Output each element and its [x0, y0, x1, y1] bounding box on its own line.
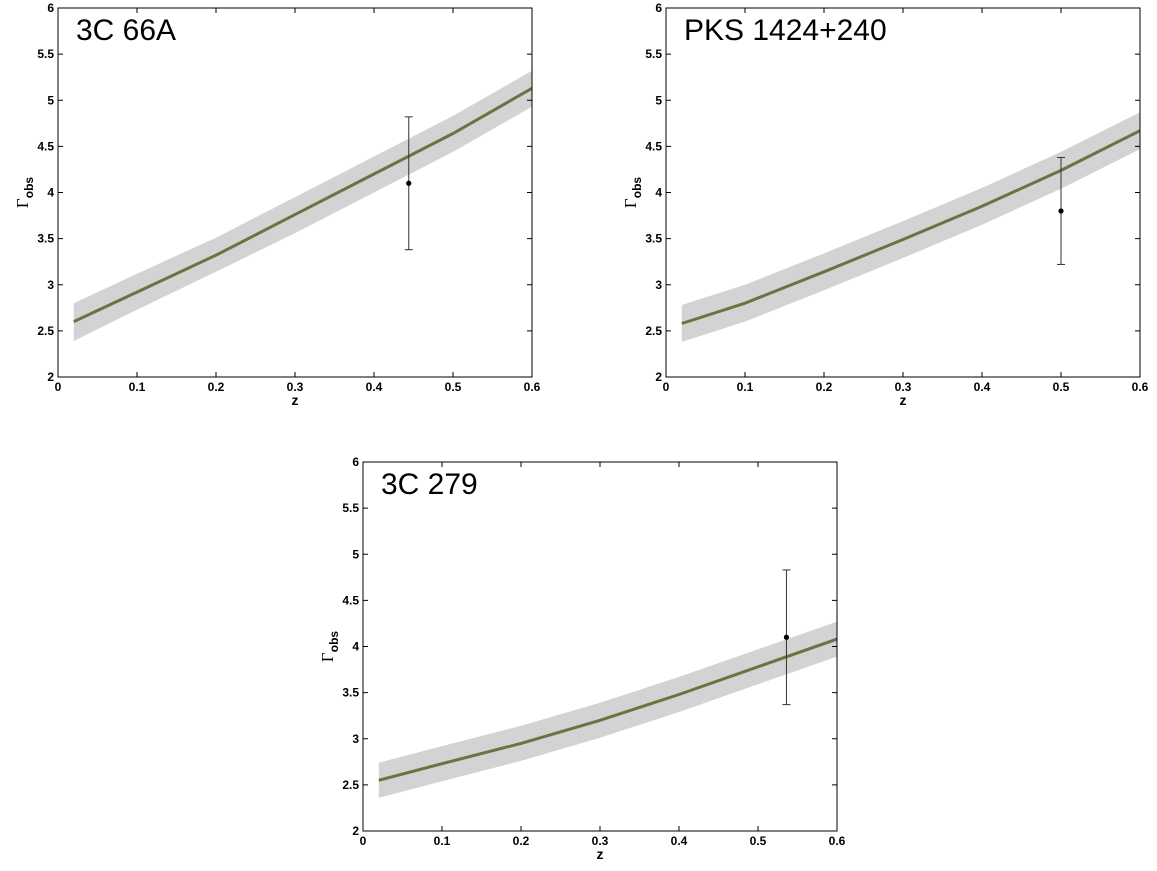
y-tick-label: 4.5: [342, 593, 359, 607]
model-line: [378, 637, 837, 782]
y-axis-label-main: Γ: [13, 198, 32, 208]
y-tick-label: 2.5: [37, 324, 54, 338]
y-tick-label: 2.5: [645, 324, 662, 338]
data-point: [783, 634, 790, 640]
axes-frame: [57, 7, 533, 378]
plot-area: [681, 112, 1140, 342]
x-tick-label: 0.5: [1053, 380, 1070, 394]
y-axis-label-main: Γ: [318, 652, 337, 662]
y-tick-label: 4: [47, 186, 54, 200]
y-tick-label: 2.5: [342, 778, 359, 792]
x-tick-label: 0.1: [737, 380, 754, 394]
y-tick-label: 3: [655, 278, 662, 292]
y-tick-label: 6: [352, 455, 359, 469]
plot-area: [73, 70, 532, 341]
confidence-band: [378, 621, 837, 798]
x-tick-label: 0.4: [671, 834, 688, 848]
x-tick-label: 0.5: [445, 380, 462, 394]
y-tick-label: 5.5: [342, 501, 359, 515]
x-tick-label: 0: [55, 380, 62, 394]
y-tick-label: 6: [47, 1, 54, 15]
x-tick-label: 0.3: [895, 380, 912, 394]
panel-title: PKS 1424+240: [684, 14, 887, 47]
x-axis-label: z: [292, 392, 299, 408]
chart-panel-2: 0 0.1 0.2 0.3 0.4 0.5 0.6 2 2.5 3 3.5 4 4.5 5 5.5 6 z Γob…: [318, 455, 846, 862]
y-tick-label: 4.5: [645, 139, 662, 153]
y-axis-label-subscript: obs: [630, 177, 644, 199]
x-tick-label: 0.1: [434, 834, 451, 848]
x-tick-label: 0.3: [287, 380, 304, 394]
confidence-band: [681, 112, 1140, 342]
x-tick-label: 0.2: [513, 834, 530, 848]
data-point: [1058, 208, 1064, 214]
x-tick-label: 0.2: [816, 380, 833, 394]
confidence-band: [73, 70, 532, 341]
y-axis-label: Γobs: [13, 177, 36, 208]
x-tick-label: 0.6: [524, 380, 541, 394]
x-tick-label: 0.6: [1132, 380, 1149, 394]
y-tick-label: 5: [47, 93, 54, 107]
y-tick-label: 4.5: [37, 139, 54, 153]
x-axis-label: z: [900, 392, 907, 408]
y-axis-label: Γobs: [318, 631, 341, 662]
y-tick-label: 5.5: [37, 47, 54, 61]
plot-area: [378, 621, 837, 798]
y-tick-label: 2: [352, 824, 359, 838]
y-axis-label-subscript: obs: [327, 631, 341, 653]
x-tick-label: 0.2: [208, 380, 225, 394]
y-tick-label: 2: [655, 370, 662, 384]
y-tick-label: 6: [655, 1, 662, 15]
y-tick-label: 5: [655, 93, 662, 107]
y-tick-label: 3.5: [37, 232, 54, 246]
y-tick-label: 3.5: [645, 232, 662, 246]
chart-panel-0: 0 0.1 0.2 0.3 0.4 0.5 0.6 2 2.5 3 3.5 4 4.5 5 5.5 6 z Γob…: [13, 1, 541, 408]
x-tick-label: 0: [663, 380, 670, 394]
y-tick-label: 2: [47, 370, 54, 384]
y-axis-label-main: Γ: [621, 198, 640, 208]
panel-title: 3C 279: [381, 468, 478, 501]
x-tick-label: 0.1: [129, 380, 146, 394]
y-tick-label: 4: [352, 640, 359, 654]
x-tick-label: 0: [360, 834, 367, 848]
x-tick-label: 0.6: [829, 834, 846, 848]
x-tick-label: 0.4: [974, 380, 991, 394]
y-axis-label: Γobs: [621, 177, 644, 208]
model-line: [73, 86, 532, 323]
x-axis-label: z: [597, 846, 604, 862]
x-tick-label: 0.3: [592, 834, 609, 848]
y-tick-label: 5: [352, 547, 359, 561]
y-tick-label: 3.5: [342, 686, 359, 700]
data-point: [406, 180, 412, 186]
y-tick-label: 4: [655, 186, 662, 200]
x-tick-label: 0.5: [750, 834, 767, 848]
x-tick-label: 0.4: [366, 380, 383, 394]
y-tick-label: 5.5: [645, 47, 662, 61]
y-axis-label-subscript: obs: [22, 177, 36, 199]
chart-panel-1: 0 0.1 0.2 0.3 0.4 0.5 0.6 2 2.5 3 3.5 4 4.5 5 5.5 6 z Γob…: [621, 1, 1149, 408]
y-tick-label: 3: [352, 732, 359, 746]
panel-title: 3C 66A: [76, 14, 176, 47]
y-tick-label: 3: [47, 278, 54, 292]
